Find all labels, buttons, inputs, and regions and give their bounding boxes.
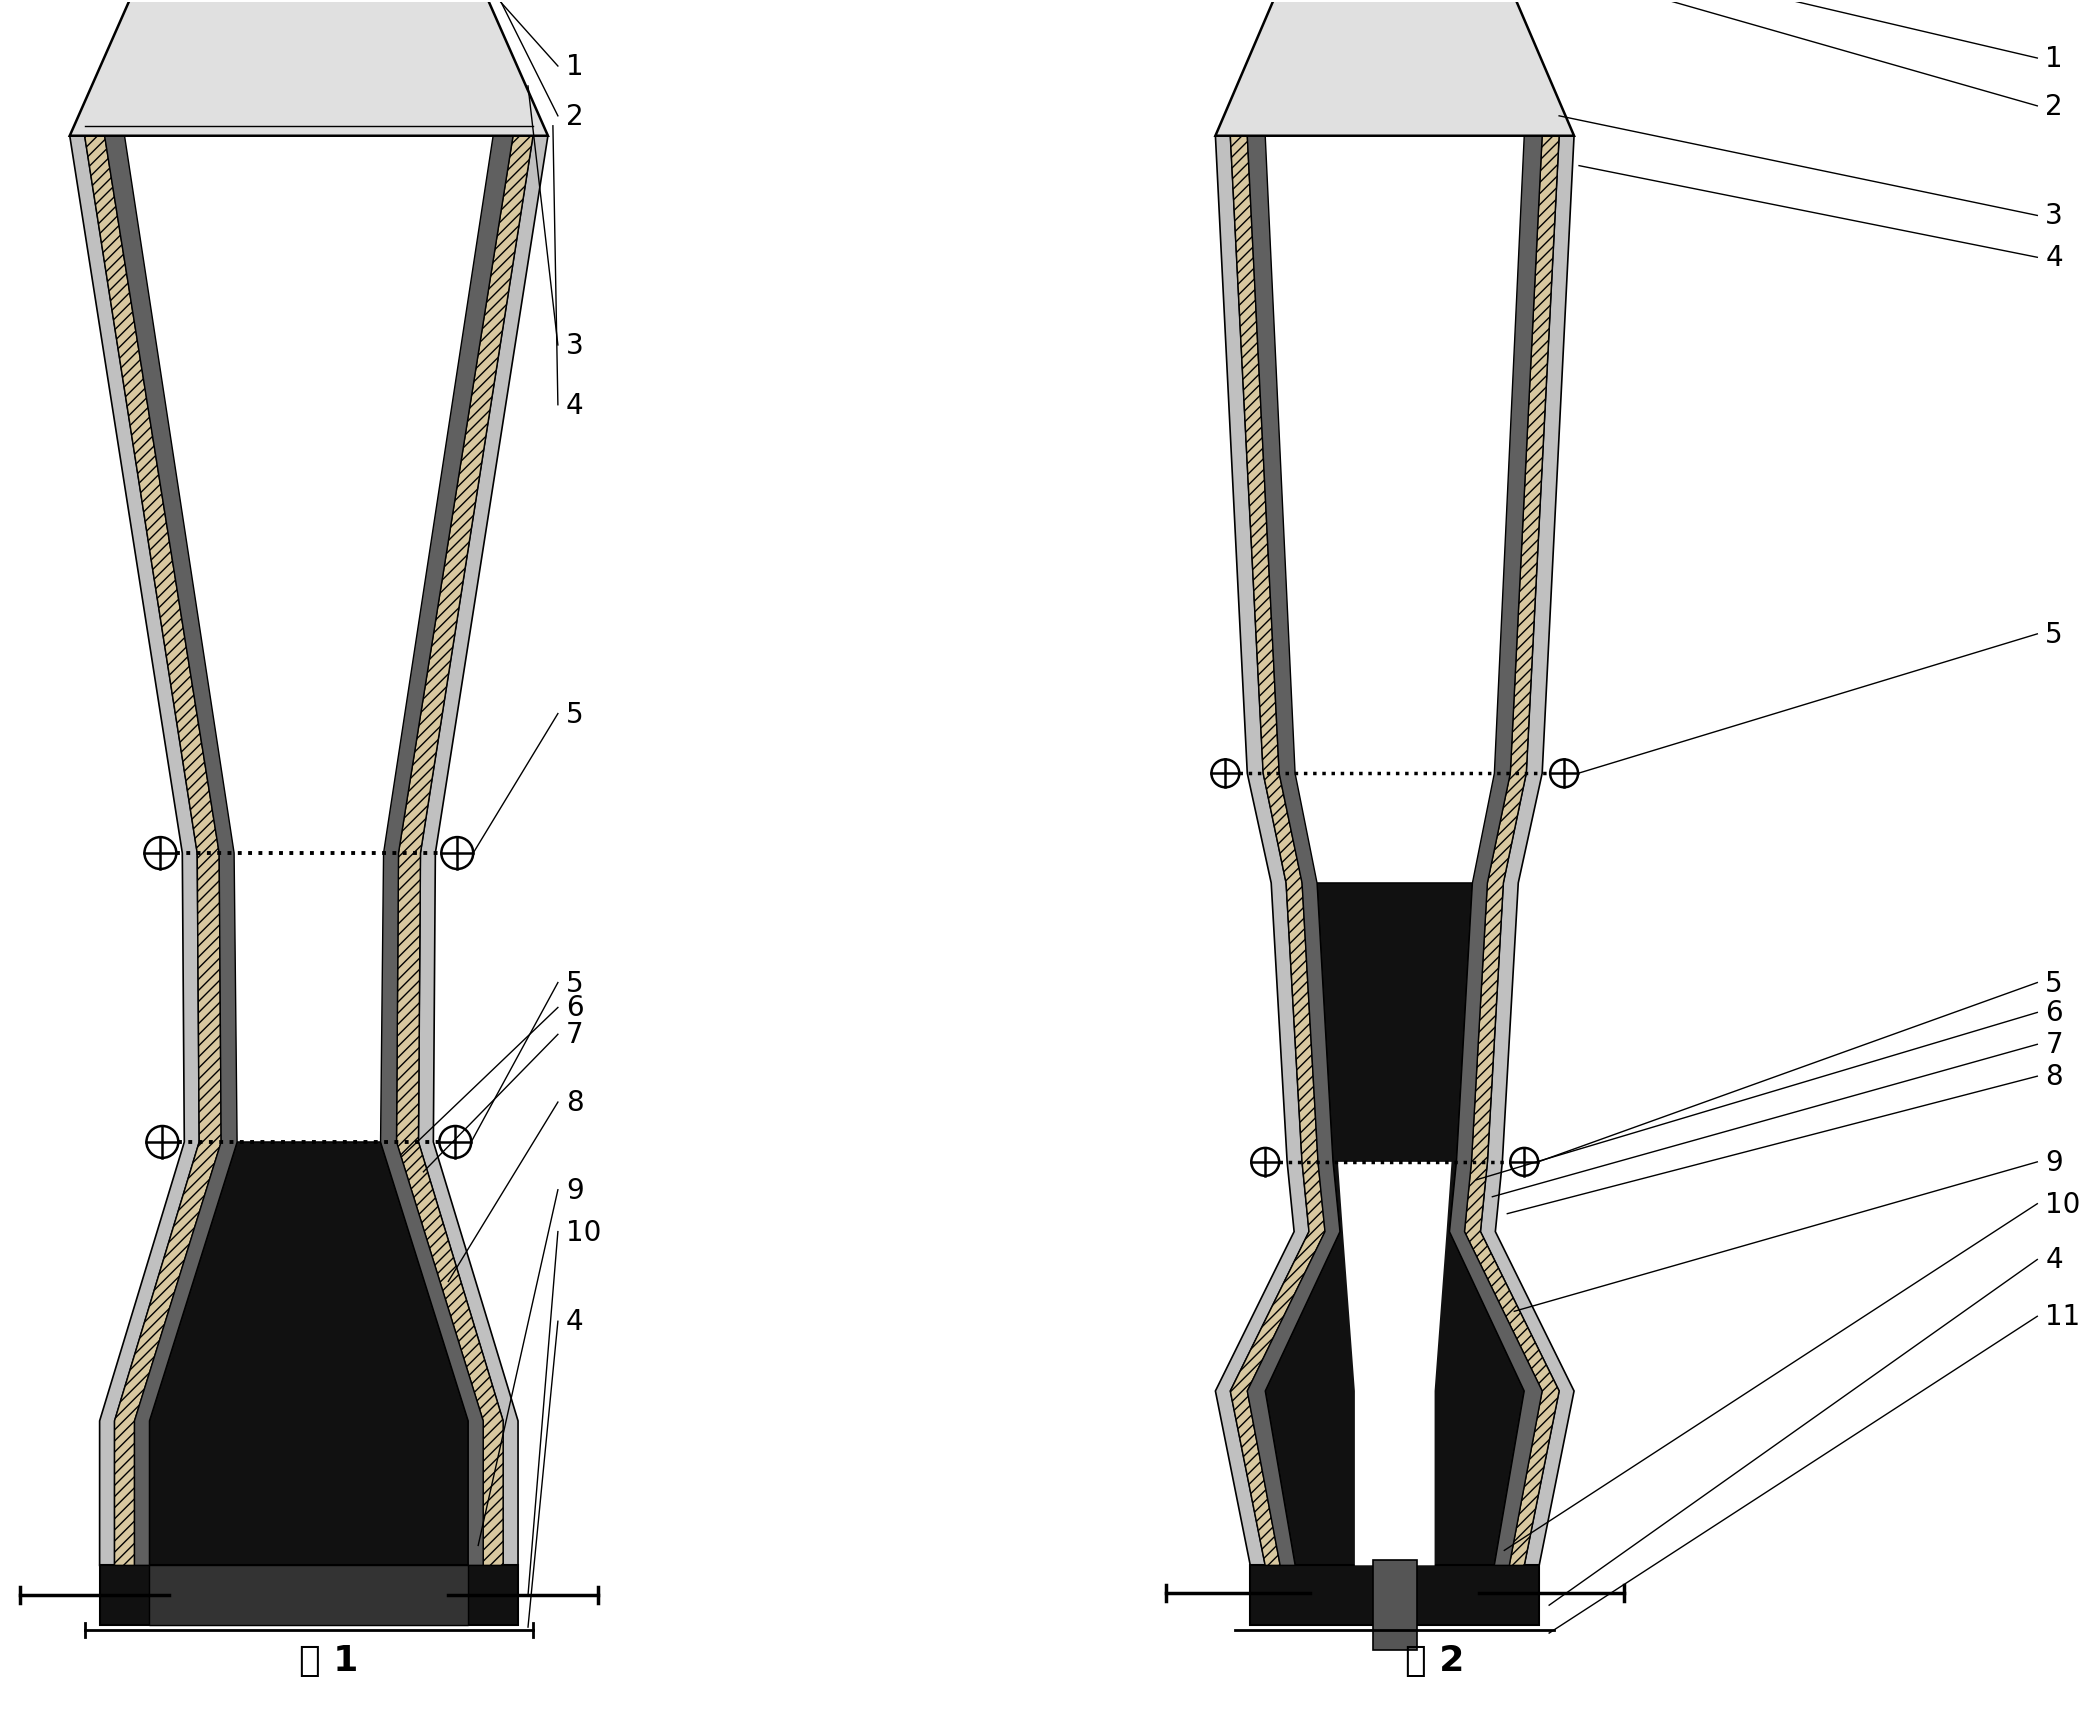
Text: 5: 5 [566, 968, 583, 998]
Polygon shape [1266, 884, 1524, 1566]
Polygon shape [69, 0, 548, 136]
Circle shape [1509, 1148, 1539, 1177]
Polygon shape [125, 136, 493, 1566]
Text: 5: 5 [2045, 968, 2063, 998]
Text: 3: 3 [2045, 202, 2063, 231]
Bar [1251, 1566, 1539, 1625]
Polygon shape [1216, 0, 1574, 136]
Polygon shape [1216, 136, 1310, 1566]
Circle shape [146, 1127, 179, 1158]
Polygon shape [150, 1142, 468, 1566]
Text: 8: 8 [566, 1089, 583, 1117]
Polygon shape [1464, 136, 1559, 1566]
Text: 5: 5 [566, 700, 583, 729]
Polygon shape [69, 136, 200, 1566]
Text: 1: 1 [2045, 45, 2063, 72]
Text: 9: 9 [566, 1177, 583, 1204]
Text: 6: 6 [2045, 999, 2063, 1027]
Polygon shape [1266, 136, 1524, 1566]
Polygon shape [1247, 136, 1341, 1566]
Text: 1: 1 [566, 53, 583, 81]
Bar [100, 1566, 518, 1625]
Text: 2: 2 [566, 103, 583, 131]
Bar [150, 1566, 468, 1625]
Polygon shape [418, 136, 548, 1566]
Text: 4: 4 [2045, 245, 2063, 272]
Circle shape [1551, 760, 1578, 787]
Circle shape [1212, 760, 1239, 787]
Text: 4: 4 [2045, 1246, 2063, 1273]
Text: 11: 11 [2045, 1303, 2080, 1330]
Polygon shape [104, 136, 237, 1566]
Circle shape [144, 837, 177, 870]
Text: 9: 9 [2045, 1148, 2063, 1177]
Circle shape [1251, 1148, 1278, 1177]
Bar [1372, 1561, 1416, 1651]
Polygon shape [1480, 136, 1574, 1566]
Polygon shape [381, 136, 512, 1566]
Circle shape [441, 837, 473, 870]
Polygon shape [85, 136, 221, 1566]
Text: 10: 10 [2045, 1191, 2080, 1218]
Circle shape [439, 1127, 471, 1158]
Text: 2: 2 [2045, 93, 2063, 121]
Text: 3: 3 [566, 333, 583, 360]
Text: 5: 5 [2045, 620, 2063, 648]
Text: 6: 6 [566, 994, 583, 1022]
Text: 4: 4 [566, 1308, 583, 1335]
Polygon shape [1449, 136, 1543, 1566]
Text: 4: 4 [566, 391, 583, 419]
Polygon shape [1230, 136, 1324, 1566]
Text: 7: 7 [566, 1020, 583, 1049]
Polygon shape [396, 136, 533, 1566]
Text: 10: 10 [566, 1218, 602, 1246]
Text: 7: 7 [2045, 1030, 2063, 1058]
Text: 8: 8 [2045, 1063, 2063, 1091]
Polygon shape [150, 853, 468, 1566]
Text: 图 1: 图 1 [300, 1644, 358, 1676]
Polygon shape [1339, 1163, 1451, 1566]
Text: 图 2: 图 2 [1405, 1644, 1464, 1676]
